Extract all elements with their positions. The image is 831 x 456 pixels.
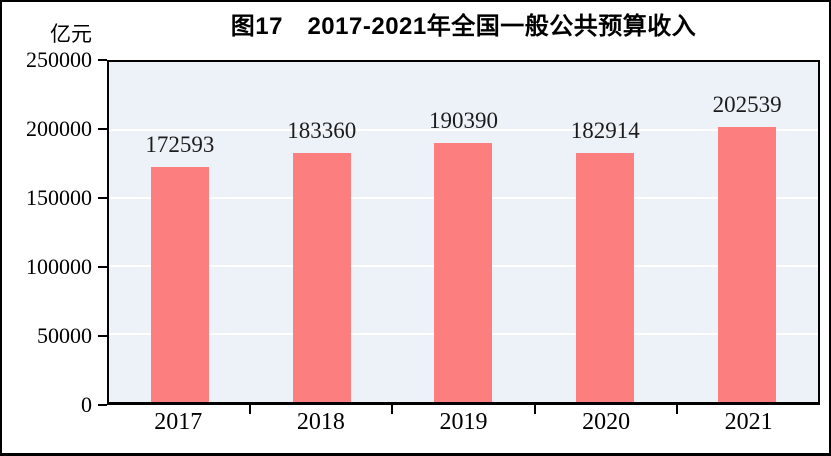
- y-axis-ticks: [98, 59, 107, 406]
- bar: [434, 143, 493, 402]
- x-axis-tick-label: 2020: [582, 409, 631, 435]
- bar-value-label: 202539: [712, 91, 782, 117]
- gridline: [109, 129, 818, 131]
- y-axis-tick-label: 150000: [26, 185, 92, 210]
- x-axis-ticks: [107, 405, 820, 414]
- y-axis-tick-label: 200000: [26, 116, 92, 141]
- plot-area: 172593 183360 190390 182914 202539: [107, 60, 820, 405]
- bar-slot: 190390: [393, 62, 535, 402]
- y-axis-tick-label: 0: [81, 392, 92, 417]
- x-axis: 2017 2018 2019 2020 2021: [107, 410, 820, 434]
- x-axis-tick-label: 2021: [724, 409, 773, 435]
- y-axis-tick: [98, 266, 107, 268]
- bar: [150, 167, 209, 402]
- x-axis-tick-label: 2018: [296, 409, 345, 435]
- chart-title: 图17 2017-2021年全国一般公共预算收入: [230, 13, 697, 40]
- y-axis-tick-label: 250000: [26, 47, 92, 72]
- bar-slot: 182914: [534, 62, 676, 402]
- bar: [576, 153, 635, 402]
- y-axis: 0 50000 100000 150000 200000 250000: [2, 49, 92, 416]
- x-axis-tick: [391, 405, 394, 414]
- x-axis-tick-label: 2017: [154, 409, 203, 435]
- y-axis-tick: [98, 197, 107, 199]
- x-axis-tick: [533, 405, 536, 414]
- y-axis-tick: [98, 404, 107, 406]
- y-axis-tick: [98, 59, 107, 61]
- bar-value-label: 183360: [287, 117, 357, 143]
- bar-value-label: 172593: [145, 132, 215, 158]
- y-axis-tick-label: 50000: [37, 323, 92, 348]
- bar-slot: 183360: [251, 62, 393, 402]
- bar-slot: 202539: [676, 62, 818, 402]
- bar-value-label: 190390: [428, 108, 498, 134]
- y-axis-unit-label: 亿元: [50, 22, 92, 46]
- bar-slot: 172593: [109, 62, 251, 402]
- bars-row: 172593 183360 190390 182914 202539: [109, 62, 818, 402]
- bar: [292, 152, 351, 402]
- bar-value-label: 182914: [570, 118, 640, 144]
- y-axis-tick: [98, 128, 107, 130]
- y-axis-tick: [98, 335, 107, 337]
- bar: [718, 126, 777, 402]
- y-axis-tick-label: 100000: [26, 254, 92, 279]
- x-axis-tick-label: 2019: [439, 409, 488, 435]
- x-axis-tick: [676, 405, 679, 414]
- x-axis-tick: [248, 405, 251, 414]
